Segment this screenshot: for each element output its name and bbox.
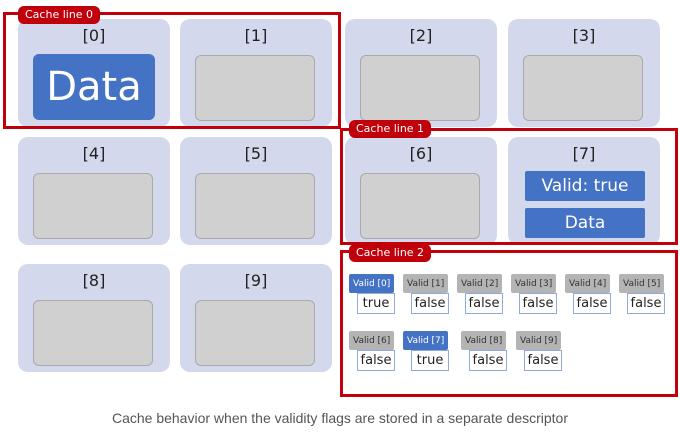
valid-flag-label: Valid [1]	[403, 274, 449, 293]
cell-index: [8]	[82, 271, 106, 290]
cell-index: [7]	[572, 144, 596, 163]
array-cell-8: [8]	[18, 264, 170, 372]
cache-line-1-outline	[340, 128, 678, 245]
cache-line-label: Cache line 2	[349, 244, 432, 262]
array-cell-1: [1]	[180, 19, 332, 127]
cell-data-block: Data	[33, 54, 155, 120]
valid-flag-label: Valid [7]	[403, 331, 449, 350]
array-cell-9: [9]	[180, 264, 332, 372]
cell-index: [9]	[244, 271, 268, 290]
cache-line-label: Cache line 1	[349, 120, 432, 138]
cell-index: [1]	[244, 26, 268, 45]
cache-line-label: Cache line 0	[18, 6, 101, 24]
valid-flag-value: true	[411, 350, 449, 371]
valid-flag-value: false	[627, 293, 665, 314]
array-cell-2: [2]	[345, 19, 497, 127]
figure-caption: Cache behavior when the validity flags a…	[111, 410, 569, 426]
valid-flag-value: false	[573, 293, 611, 314]
valid-flag-value: false	[357, 350, 395, 371]
cell-index: [5]	[244, 144, 268, 163]
cell-data-block: Data	[525, 208, 645, 238]
cell-index: [2]	[409, 26, 433, 45]
empty-slot	[195, 55, 315, 121]
cell-index: [6]	[409, 144, 433, 163]
empty-slot	[195, 173, 315, 239]
cell-index: [3]	[572, 26, 596, 45]
cell-index: [0]	[82, 26, 106, 45]
array-cell-6: [6]	[345, 137, 497, 245]
array-cell-5: [5]	[180, 137, 332, 245]
valid-flag-box: Valid: true	[525, 171, 645, 201]
valid-flag-label: Valid [5]	[619, 274, 665, 293]
empty-slot	[360, 55, 480, 121]
cache-line-2-outline	[340, 250, 678, 397]
valid-flag-value: true	[357, 293, 395, 314]
cell-index: [4]	[82, 144, 106, 163]
empty-slot	[360, 173, 480, 239]
empty-slot	[33, 300, 153, 366]
valid-flag-label: Valid [8]	[461, 331, 507, 350]
array-cell-7: [7] Valid: true Data	[508, 137, 660, 245]
valid-flag-label: Valid [6]	[349, 331, 395, 350]
valid-flag-label: Valid [0]	[349, 274, 395, 293]
valid-flag-label: Valid [2]	[457, 274, 503, 293]
valid-flag-value: false	[519, 293, 557, 314]
empty-slot	[33, 173, 153, 239]
valid-flag-label: Valid [4]	[565, 274, 611, 293]
valid-flag-label: Valid [9]	[516, 331, 562, 350]
array-cell-3: [3]	[508, 19, 660, 127]
valid-flag-value: false	[465, 293, 503, 314]
array-cell-4: [4]	[18, 137, 170, 245]
valid-flag-value: false	[411, 293, 449, 314]
valid-flag-value: false	[524, 350, 562, 371]
valid-flag-value: false	[469, 350, 507, 371]
valid-flag-label: Valid [3]	[511, 274, 557, 293]
array-cell-0: [0] Data	[18, 19, 170, 127]
empty-slot	[195, 300, 315, 366]
cache-line-0-outline	[3, 12, 341, 129]
empty-slot	[523, 55, 643, 121]
